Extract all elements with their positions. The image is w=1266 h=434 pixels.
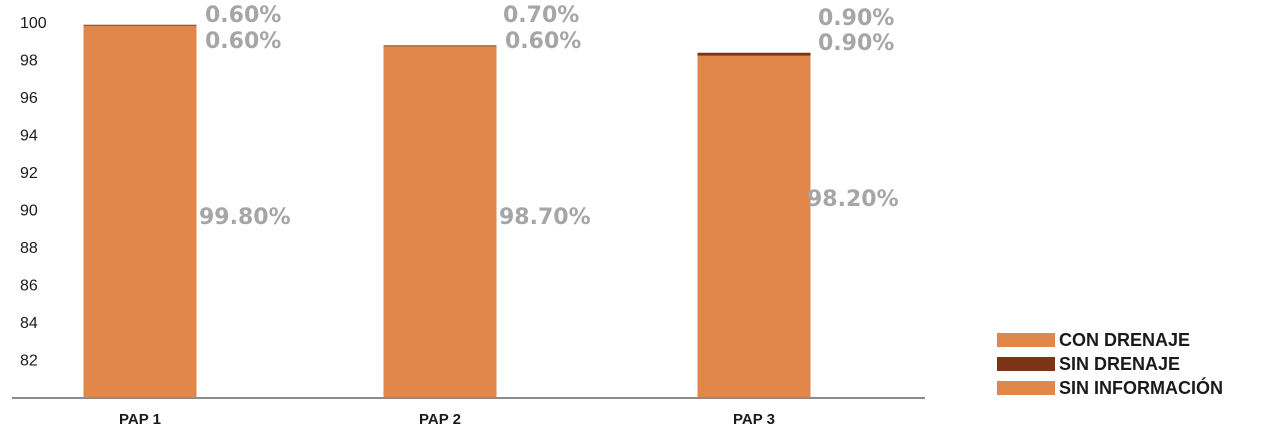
y-tick-label: 86	[20, 278, 38, 295]
legend-swatch-sin-informacion	[997, 381, 1055, 395]
legend-item-sin-drenaje: SIN DRENAJE	[997, 352, 1223, 376]
legend-swatch-con-drenaje	[997, 333, 1055, 347]
legend-label-sin-informacion: SIN INFORMACIÓN	[1059, 377, 1223, 398]
data-labels: 99.80%0.60%0.60%98.70%0.70%0.60%98.20%0.…	[199, 3, 899, 230]
bars	[83, 24, 811, 397]
x-axis: PAP 1 PAP 2 PAP 3	[119, 411, 775, 428]
data-label-con-drenaje: 99.80%	[199, 205, 291, 230]
bar-segment-con-drenaje	[83, 25, 197, 397]
bar-segment-sin-drenaje	[83, 24, 197, 26]
y-tick-label: 96	[20, 90, 38, 107]
y-tick-label: 98	[20, 53, 38, 70]
data-label-sin-informacion: 0.90%	[818, 31, 894, 56]
y-axis: 82 84 86 88 90 92 94 96 98 100	[20, 15, 47, 370]
y-tick-label: 90	[20, 203, 38, 220]
bar-segment-con-drenaje	[697, 55, 811, 397]
legend-item-sin-informacion: SIN INFORMACIÓN	[997, 376, 1223, 400]
data-label-sin-drenaje: 0.60%	[205, 3, 281, 28]
legend-label-sin-drenaje: SIN DRENAJE	[1059, 353, 1181, 374]
x-category-label: PAP 2	[419, 411, 461, 428]
x-category-label: PAP 3	[733, 411, 775, 428]
legend-swatch-sin-drenaje	[997, 357, 1055, 371]
data-label-con-drenaje: 98.20%	[807, 187, 899, 212]
y-tick-label: 94	[20, 128, 38, 145]
data-label-sin-drenaje: 0.70%	[503, 3, 579, 28]
legend-label-con-drenaje: CON DRENAJE	[1059, 329, 1191, 350]
bar-segment-con-drenaje	[383, 46, 497, 397]
y-tick-label: 92	[20, 165, 38, 182]
data-label-con-drenaje: 98.70%	[499, 205, 591, 230]
y-tick-label: 88	[20, 240, 38, 257]
data-label-sin-informacion: 0.60%	[505, 29, 581, 54]
bar-segment-sin-drenaje	[383, 45, 497, 47]
y-tick-label: 82	[20, 353, 38, 370]
y-tick-label: 84	[20, 315, 38, 332]
legend-item-con-drenaje: CON DRENAJE	[997, 328, 1223, 352]
data-label-sin-informacion: 0.60%	[205, 29, 281, 54]
x-category-label: PAP 1	[119, 411, 161, 428]
y-tick-label: 100	[20, 15, 47, 32]
bar-segment-sin-drenaje	[697, 52, 811, 56]
data-label-sin-drenaje: 0.90%	[818, 6, 894, 31]
legend: CON DRENAJE SIN DRENAJE SIN INFORMACIÓN	[997, 328, 1223, 400]
